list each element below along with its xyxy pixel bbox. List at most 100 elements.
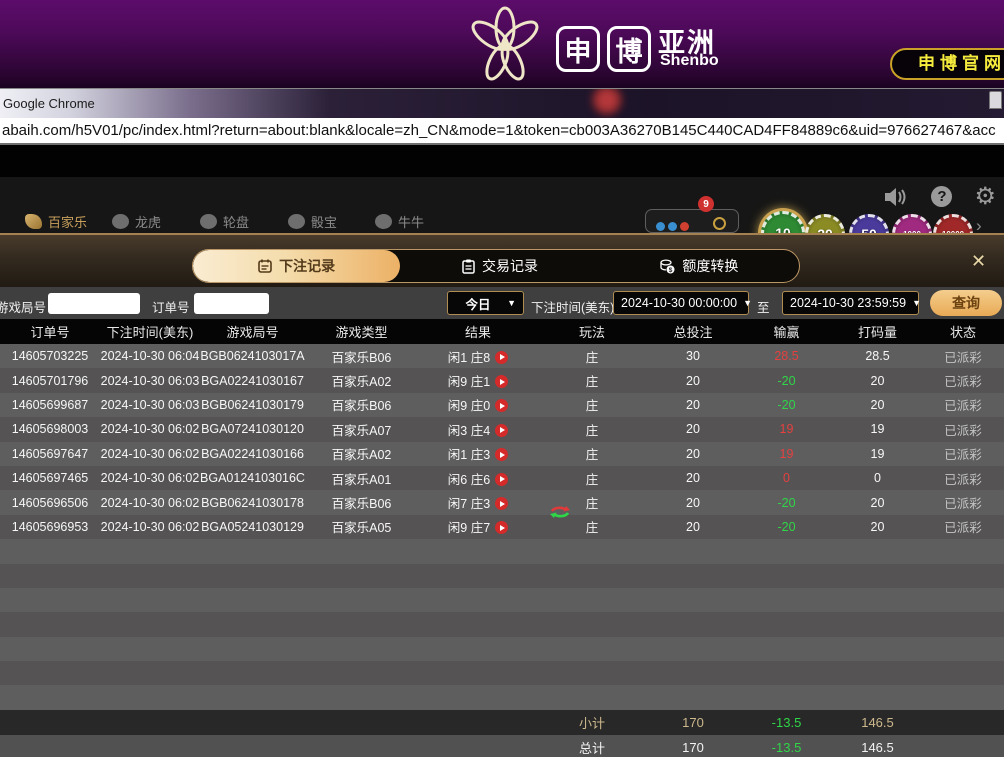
table-row[interactable]: 14605703225 2024-10-30 06:04 BGB0624103017… (0, 344, 1004, 369)
replay-play-icon[interactable] (495, 472, 509, 486)
date-to-value: 2024-10-30 23:59:59 (790, 296, 907, 310)
replay-play-icon[interactable] (495, 350, 509, 364)
replay-play-icon[interactable] (495, 497, 509, 511)
official-site-button[interactable]: 申博官网 (890, 48, 1004, 80)
cell-rolling: 20 (870, 397, 885, 412)
game-nav-item[interactable]: 百家乐 (25, 212, 87, 231)
cell-status: 已派彩 (944, 375, 982, 390)
cell-bet-time: 2024-10-30 06:03 (100, 397, 200, 412)
cell-win-loss: -20 (777, 495, 796, 510)
subtotal-win-loss: -13.5 (771, 715, 802, 730)
replay-play-icon[interactable] (495, 423, 509, 437)
cell-play: 庄 (585, 423, 599, 438)
cell-win-loss: -20 (777, 397, 796, 412)
brand-header: 申 博 亚洲 Shenbo 申博官网 (0, 0, 1004, 88)
cell-game-type: 百家乐A05 (331, 521, 392, 536)
date-range-select[interactable]: 今日 ▼ (447, 291, 524, 315)
bet-records-panel: 下注记录 交易记录 $ 额度转换 (0, 233, 1004, 757)
replay-play-icon[interactable] (495, 448, 509, 462)
column-header: 下注时间(美东) (106, 325, 194, 340)
volume-icon[interactable] (885, 187, 909, 207)
cell-rolling: 20 (870, 495, 885, 510)
date-to-picker[interactable]: 2024-10-30 23:59:59 ▼ (782, 291, 921, 315)
tab-transaction-records-label: 交易记录 (481, 258, 538, 274)
cell-win-loss: 19 (779, 422, 794, 437)
chevron-down-icon: ▼ (507, 298, 516, 308)
replay-play-icon[interactable] (495, 399, 509, 413)
help-icon[interactable]: ? (931, 186, 953, 207)
table-row[interactable]: 14605699687 2024-10-30 06:03 BGB0624103017… (0, 392, 1004, 418)
cell-total-bet: 20 (686, 373, 700, 388)
address-bar[interactable]: abaih.com/h5V01/pc/index.html?return=abo… (0, 118, 1004, 145)
table-row-empty (0, 539, 1004, 564)
coins-icon: $ (660, 258, 675, 274)
subtotal-label: 小计 (578, 716, 605, 731)
date-from-picker[interactable]: 2024-10-30 00:00:00 ▼ (613, 291, 752, 315)
date-from-value: 2024-10-30 00:00:00 (621, 296, 738, 310)
page-url[interactable]: abaih.com/h5V01/pc/index.html?return=abo… (2, 122, 996, 139)
cell-bet-time: 2024-10-30 06:02 (100, 446, 200, 461)
table-row-empty (0, 587, 1004, 613)
total-label: 总计 (578, 740, 605, 756)
round-id-label: 游戏局号 (0, 301, 47, 315)
total-total-bet: 170 (682, 739, 704, 755)
table-row[interactable]: 14605701796 2024-10-30 06:03 BGA0224103016… (0, 368, 1004, 393)
tab-transaction-records[interactable]: 交易记录 (400, 250, 599, 282)
cell-play: 庄 (585, 350, 599, 365)
cell-rolling: 0 (874, 471, 881, 486)
bet-time-label: 下注时间(美东) (531, 301, 615, 315)
column-header: 游戏类型 (335, 325, 388, 340)
cell-status: 已派彩 (944, 399, 982, 414)
table-row[interactable]: 14605696506 2024-10-30 06:02 BGB0624103017… (0, 490, 1004, 515)
query-button[interactable]: 查询 (930, 290, 1002, 316)
game-nav-item[interactable]: 牛牛 (375, 212, 424, 231)
cell-game-type: 百家乐A01 (331, 472, 392, 487)
cell-status: 已派彩 (944, 423, 982, 438)
column-header: 状态 (949, 325, 976, 340)
close-icon[interactable]: ✕ (971, 251, 987, 271)
order-id-label: 订单号 (152, 301, 190, 315)
game-nav-item[interactable]: 骰宝 (288, 212, 337, 231)
subtotal-total-bet: 170 (682, 715, 704, 730)
chips-more-arrow[interactable]: › (976, 216, 982, 235)
settings-gear-icon[interactable]: ⚙ (974, 182, 996, 210)
game-icon (288, 214, 305, 229)
magnifier-icon[interactable] (713, 217, 726, 230)
cell-game-type: 百家乐B06 (331, 497, 392, 512)
window-titlebar[interactable]: Google Chrome (0, 88, 1004, 118)
round-id-input[interactable] (48, 293, 140, 314)
game-icon (112, 214, 129, 229)
tab-bet-records[interactable]: 下注记录 (193, 250, 401, 282)
table-row[interactable]: 14605698003 2024-10-30 06:02 BGA0724103012… (0, 417, 1004, 442)
cell-status: 已派彩 (944, 472, 982, 487)
cell-status: 已派彩 (944, 521, 982, 536)
cell-rolling: 28.5 (865, 349, 890, 364)
column-header: 打码量 (857, 325, 897, 340)
tab-bet-records-label: 下注记录 (279, 258, 336, 274)
table-row[interactable]: 14605697465 2024-10-30 06:02 BGA0124103016… (0, 465, 1004, 491)
cell-bet-time: 2024-10-30 06:02 (100, 422, 200, 437)
tab-credit-transfer[interactable]: $ 额度转换 (600, 250, 799, 282)
order-id-input[interactable] (194, 293, 269, 314)
date-range-value: 今日 (465, 297, 491, 312)
cell-result: 闲7 庄3 (418, 493, 538, 512)
cell-play: 庄 (585, 375, 599, 390)
refresh-icon[interactable] (549, 503, 571, 521)
cell-round-id: BGB06241030179 (201, 397, 304, 412)
cell-order-id: 14605697465 (11, 471, 89, 486)
table-row[interactable]: 14605696953 2024-10-30 06:02 BGA0524103012… (0, 514, 1004, 540)
cell-win-loss: 0 (783, 471, 790, 486)
game-nav-item[interactable]: 龙虎 (112, 212, 161, 231)
replay-play-icon[interactable] (495, 521, 509, 535)
window-control-box[interactable] (989, 91, 1002, 109)
filter-bar: 游戏局号 订单号 今日 ▼ 下注时间(美东) 2024-10-30 00:00:… (0, 287, 1004, 319)
cell-game-type: 百家乐A07 (331, 423, 392, 438)
replay-play-icon[interactable] (495, 375, 509, 389)
game-icon (25, 214, 42, 229)
game-icon (375, 214, 392, 229)
table-row[interactable]: 14605697647 2024-10-30 06:02 BGA0224103016… (0, 441, 1004, 466)
table-body: 14605703225 2024-10-30 06:04 BGB0624103017… (0, 344, 1004, 710)
svg-text:$: $ (669, 267, 673, 274)
game-nav-item[interactable]: 轮盘 (200, 212, 249, 231)
scoreboard-dot (656, 222, 665, 231)
